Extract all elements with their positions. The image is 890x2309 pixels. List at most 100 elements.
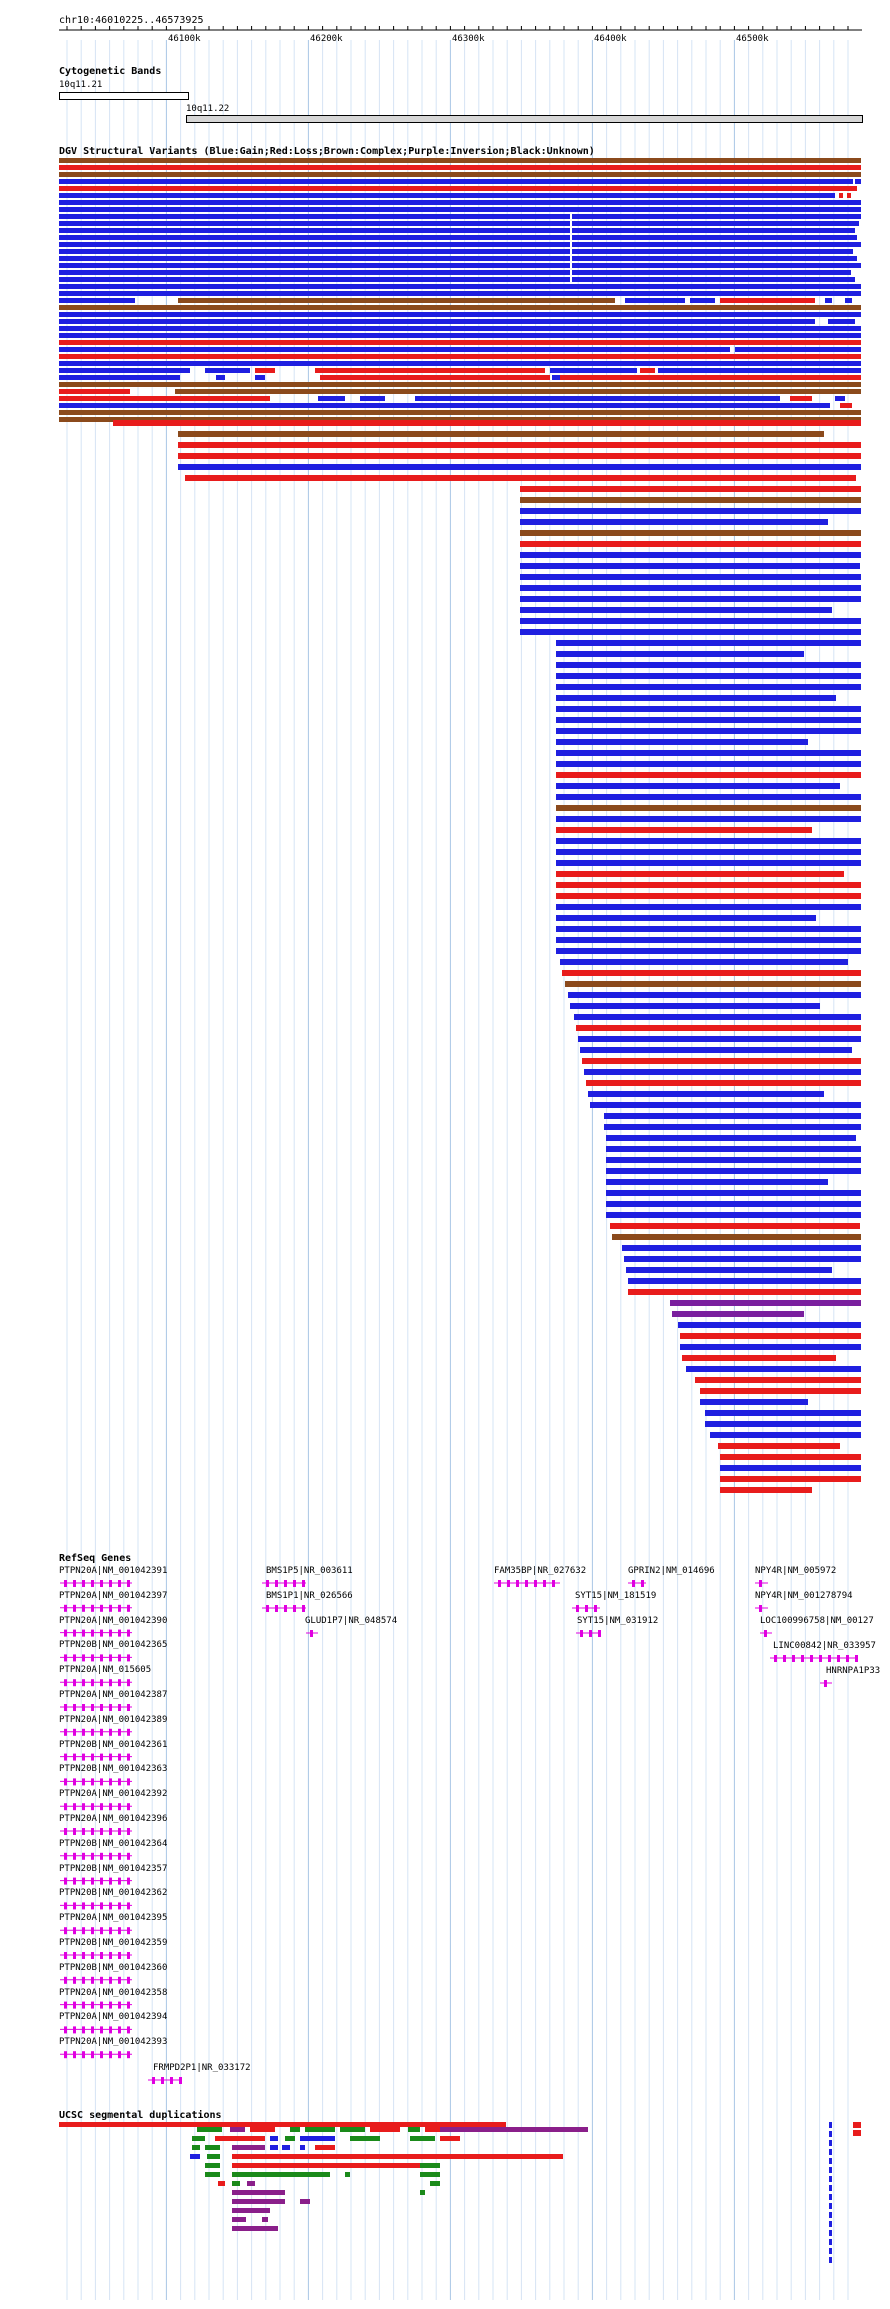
gene-exon[interactable]: [801, 1655, 804, 1662]
gene-exon[interactable]: [118, 1654, 121, 1662]
gene-exon[interactable]: [82, 1952, 85, 1959]
dgv-variant[interactable]: [606, 1168, 861, 1174]
segdup-block[interactable]: [420, 2163, 440, 2168]
gene-exon[interactable]: [109, 2026, 112, 2034]
gene-exon[interactable]: [64, 1604, 67, 1612]
gene-label[interactable]: HNRNPA1P33: [826, 1666, 881, 1676]
segdup-block[interactable]: [232, 2154, 563, 2159]
gene-exon[interactable]: [64, 1753, 67, 1761]
gene-exon[interactable]: [594, 1605, 597, 1612]
dgv-variant[interactable]: [59, 165, 861, 170]
dgv-variant[interactable]: [59, 340, 861, 345]
dgv-variant[interactable]: [556, 849, 861, 855]
dgv-variant[interactable]: [216, 375, 225, 380]
gene-exon[interactable]: [127, 1629, 130, 1637]
gene-exon[interactable]: [109, 1927, 112, 1935]
dgv-variant[interactable]: [318, 396, 345, 401]
gene-exon[interactable]: [118, 1952, 121, 1959]
gene-label[interactable]: PTPN20B|NM_001042360: [59, 1962, 168, 1973]
gene-exon[interactable]: [109, 1604, 112, 1612]
dgv-variant[interactable]: [520, 629, 861, 635]
segdup-block[interactable]: [205, 2163, 220, 2168]
segdup-block[interactable]: [430, 2181, 440, 2186]
gene-exon[interactable]: [543, 1580, 546, 1587]
gene-exon[interactable]: [127, 1828, 130, 1835]
segdup-block[interactable]: [420, 2172, 440, 2177]
dgv-variant[interactable]: [178, 442, 861, 448]
dgv-variant[interactable]: [59, 382, 861, 387]
segdup-block[interactable]: [207, 2154, 220, 2159]
gene-exon[interactable]: [127, 2026, 130, 2034]
dgv-variant[interactable]: [556, 717, 861, 723]
gene-exon[interactable]: [266, 1605, 269, 1612]
dgv-variant[interactable]: [626, 1267, 832, 1273]
dgv-variant[interactable]: [606, 1212, 861, 1218]
gene-exon[interactable]: [127, 1604, 130, 1612]
segdup-block[interactable]: [205, 2172, 220, 2177]
gene-exon[interactable]: [91, 1976, 94, 1984]
dgv-variant[interactable]: [584, 1069, 861, 1075]
segdup-block[interactable]: [190, 2154, 200, 2159]
gene-exon[interactable]: [82, 1803, 85, 1811]
dgv-variant[interactable]: [556, 816, 861, 822]
gene-exon[interactable]: [552, 1580, 555, 1587]
gene-exon[interactable]: [100, 1902, 103, 1910]
gene-exon[interactable]: [498, 1580, 501, 1587]
dgv-variant[interactable]: [855, 179, 861, 184]
dgv-variant[interactable]: [255, 368, 275, 373]
gene-exon[interactable]: [64, 1852, 67, 1860]
gene-exon[interactable]: [64, 1778, 67, 1786]
gene-exon[interactable]: [109, 1654, 112, 1662]
dgv-variant[interactable]: [59, 221, 570, 226]
segdup-block[interactable]: [853, 2130, 861, 2136]
gene-exon[interactable]: [100, 1728, 103, 1736]
dgv-variant[interactable]: [556, 860, 861, 866]
dgv-variant[interactable]: [59, 347, 730, 352]
gene-exon[interactable]: [118, 1679, 121, 1687]
gene-exon[interactable]: [792, 1655, 795, 1662]
gene-exon[interactable]: [82, 1902, 85, 1910]
dgv-variant[interactable]: [59, 305, 861, 310]
gene-exon[interactable]: [127, 2051, 130, 2059]
gene-exon[interactable]: [109, 2001, 112, 2009]
gene-exon[interactable]: [118, 1803, 121, 1811]
gene-exon[interactable]: [127, 1778, 130, 1786]
gene-exon[interactable]: [179, 2077, 182, 2084]
gene-label[interactable]: NPY4R|NM_005972: [755, 1566, 837, 1576]
gene-exon[interactable]: [73, 2001, 76, 2009]
dgv-variant[interactable]: [790, 396, 812, 401]
dgv-variant[interactable]: [556, 750, 861, 756]
segdup-block[interactable]: [425, 2127, 440, 2132]
gene-exon[interactable]: [810, 1655, 813, 1662]
gene-label[interactable]: LOC100996758|NM_00127: [760, 1616, 874, 1626]
dgv-variant[interactable]: [572, 242, 861, 247]
segdup-block[interactable]: [305, 2127, 335, 2132]
gene-label[interactable]: NPY4R|NM_001278794: [755, 1591, 853, 1601]
dgv-variant[interactable]: [580, 1047, 852, 1053]
segdup-block[interactable]: [829, 2203, 832, 2209]
gene-exon[interactable]: [73, 1877, 76, 1885]
gene-exon[interactable]: [302, 1605, 305, 1612]
dgv-variant[interactable]: [59, 417, 861, 422]
gene-exon[interactable]: [152, 2077, 155, 2084]
dgv-variant[interactable]: [59, 319, 815, 324]
dgv-variant[interactable]: [59, 291, 861, 296]
segdup-block[interactable]: [218, 2181, 225, 2186]
dgv-variant[interactable]: [556, 904, 861, 910]
gene-exon[interactable]: [82, 1604, 85, 1612]
gene-exon[interactable]: [100, 1704, 103, 1711]
dgv-variant[interactable]: [556, 882, 861, 888]
dgv-variant[interactable]: [59, 158, 861, 163]
gene-exon[interactable]: [109, 1704, 112, 1711]
dgv-variant[interactable]: [556, 783, 840, 789]
segdup-block[interactable]: [290, 2127, 300, 2132]
dgv-variant[interactable]: [320, 375, 550, 380]
dgv-variant[interactable]: [562, 970, 861, 976]
dgv-variant[interactable]: [556, 761, 861, 767]
dgv-variant[interactable]: [847, 193, 851, 198]
dgv-variant[interactable]: [840, 403, 852, 408]
dgv-variant[interactable]: [59, 389, 130, 394]
dgv-variant[interactable]: [700, 1399, 808, 1405]
dgv-variant[interactable]: [59, 270, 570, 275]
gene-exon[interactable]: [64, 1952, 67, 1959]
